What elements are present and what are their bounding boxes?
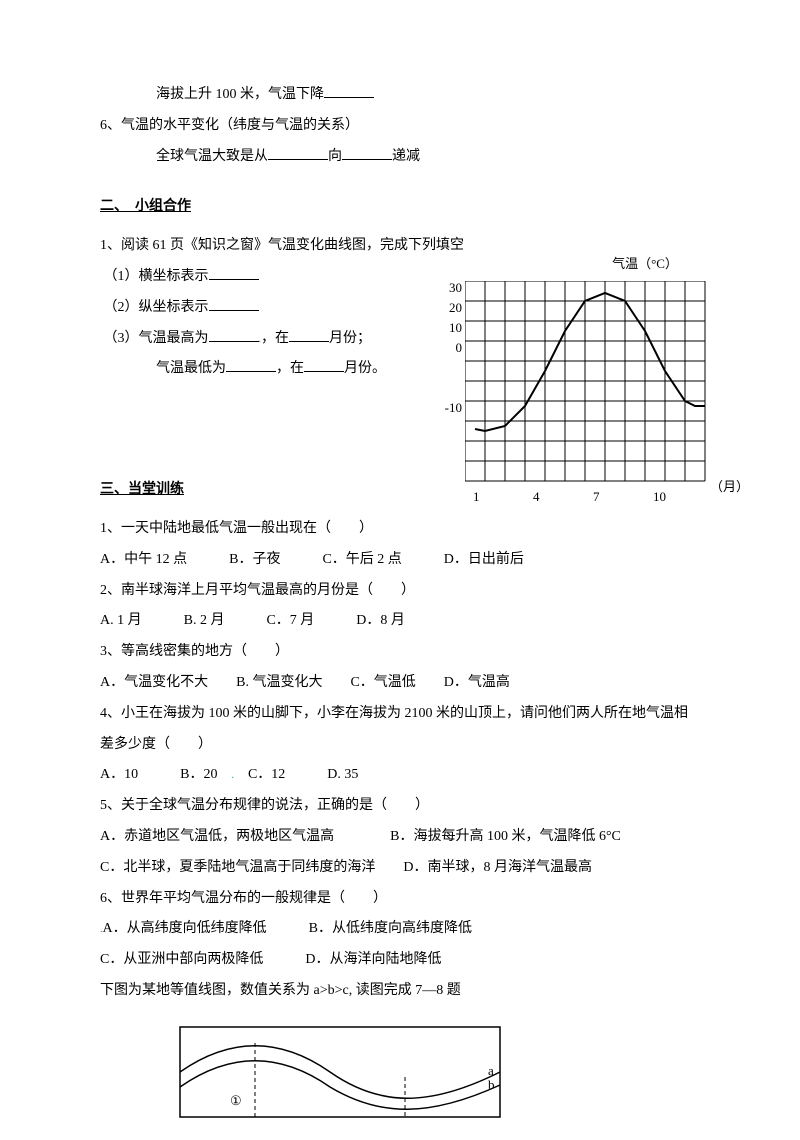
- svg-text:b: b: [488, 1077, 495, 1092]
- q5: 5、关于全球气温分布规律的说法，正确的是（ ）: [100, 791, 700, 822]
- q7-8-intro: 下图为某地等值线图，数值关系为 a>b>c, 读图完成 7—8 题: [100, 976, 700, 1007]
- blank[interactable]: [342, 146, 392, 160]
- q6-options-row2[interactable]: C．从亚洲中部向两极降低 D．从海洋向陆地降低: [100, 945, 700, 976]
- blank[interactable]: [209, 328, 259, 342]
- blank[interactable]: [209, 266, 259, 280]
- contour-svg: ab ①: [170, 1017, 510, 1127]
- section-2-title: 二、 小组合作: [100, 192, 700, 223]
- chart-y-axis-title: 气温（°C）: [525, 250, 765, 279]
- blank[interactable]: [324, 84, 374, 98]
- blank[interactable]: [209, 297, 259, 311]
- blank[interactable]: [226, 358, 276, 372]
- q6: 6、世界年平均气温分布的一般规律是（ ）: [100, 884, 700, 915]
- chart-grid: 3020100-10 14710 （月）: [465, 281, 765, 499]
- q2: 2、南半球海洋上月平均气温最高的月份是（ ）: [100, 576, 700, 607]
- question-6-sub: 全球气温大致是从向递减: [100, 142, 700, 173]
- svg-text:①: ①: [230, 1093, 242, 1108]
- text: 海拔上升 100 米，气温下降: [156, 87, 324, 102]
- chart-x-axis-unit: （月）: [710, 473, 749, 502]
- q4: 4、小王在海拔为 100 米的山脚下，小李在海拔为 2100 米的山顶上，请问他…: [100, 699, 700, 761]
- chart-svg: [465, 281, 725, 486]
- q5-options-row1[interactable]: A．赤道地区气温低，两极地区气温高 B．海拔每升高 100 米，气温降低 6°C: [100, 822, 700, 853]
- q3-options[interactable]: A．气温变化不大 B. 气温变化大 C．气温低 D．气温高: [100, 668, 700, 699]
- q4-options[interactable]: A．10 B．20 . C．12 D. 35: [100, 760, 700, 791]
- blank[interactable]: [268, 146, 328, 160]
- q1: 1、一天中陆地最低气温一般出现在（ ）: [100, 514, 700, 545]
- fragment-line: 海拔上升 100 米，气温下降: [100, 80, 700, 111]
- q3: 3、等高线密集的地方（ ）: [100, 637, 700, 668]
- contour-diagram: ab ①: [170, 1017, 700, 1140]
- temperature-chart: 气温（°C） 3020100-10 14710 （月）: [465, 250, 765, 498]
- q2-options[interactable]: A. 1 月 B. 2 月 C．7 月 D．8 月: [100, 606, 700, 637]
- blank[interactable]: [304, 358, 344, 372]
- blank[interactable]: [289, 328, 329, 342]
- q5-options-row2[interactable]: C．北半球，夏季陆地气温高于同纬度的海洋 D．南半球，8 月海洋气温最高: [100, 853, 700, 884]
- svg-text:a: a: [488, 1063, 494, 1078]
- question-6: 6、气温的水平变化（纬度与气温的关系）: [100, 111, 700, 142]
- q6-options-row1[interactable]: .A．从高纬度向低纬度降低 B．从低纬度向高纬度降低: [100, 914, 700, 945]
- q1-options: A．中午 12 点 B．子夜 C．午后 2 点 D．日出前后: [100, 545, 700, 576]
- green-dot-icon: .: [231, 770, 234, 781]
